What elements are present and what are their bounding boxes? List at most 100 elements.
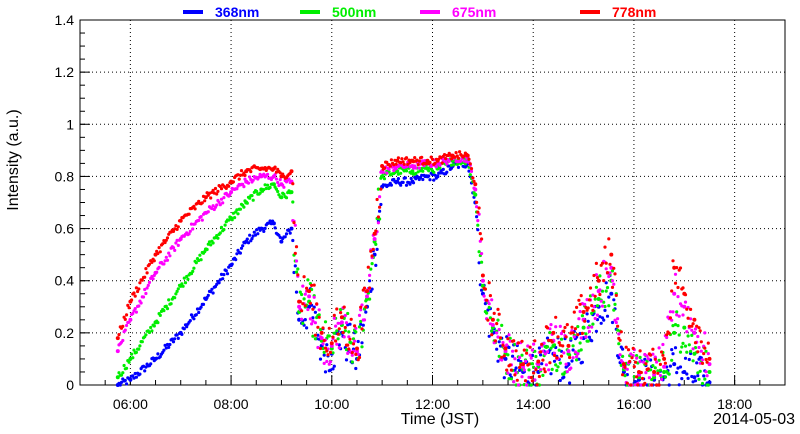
x-tick-label: 12:00: [415, 396, 450, 412]
data-point: [682, 304, 687, 309]
y-axis-label: Intensity (a.u.): [5, 109, 22, 210]
data-point: [365, 294, 369, 299]
y-tick-label: 1.4: [55, 12, 75, 28]
data-point: [672, 265, 677, 270]
y-tick-label: 0.6: [55, 221, 75, 237]
data-point: [480, 273, 485, 278]
legend-label: 778nm: [612, 4, 656, 20]
data-point: [581, 325, 586, 330]
legend-label: 675nm: [452, 4, 496, 20]
data-point: [672, 330, 677, 335]
data-point: [521, 362, 526, 367]
data-point: [490, 323, 495, 327]
data-point: [503, 356, 508, 361]
data-point: [662, 364, 667, 369]
data-point: [682, 370, 687, 374]
legend-item: 500nm: [300, 4, 376, 20]
legend-item: 778nm: [580, 4, 656, 20]
data-point: [307, 289, 312, 294]
date-label: 2014-05-03: [713, 411, 795, 428]
data-point: [128, 317, 133, 322]
legend-item: 675nm: [420, 4, 496, 20]
data-point: [473, 182, 478, 187]
data-point: [339, 320, 344, 325]
y-tick-label: 0.4: [55, 273, 75, 289]
data-point: [465, 153, 470, 158]
data-series: [115, 150, 712, 387]
data-point: [289, 169, 294, 174]
data-point: [609, 291, 614, 296]
data-point: [365, 289, 369, 294]
y-tick-label: 0.8: [55, 168, 75, 184]
data-point: [480, 278, 485, 283]
data-point: [672, 291, 677, 296]
series-368nm: [115, 160, 712, 387]
data-point: [115, 336, 120, 341]
data-point: [319, 330, 324, 335]
data-point: [707, 362, 712, 367]
y-tick-label: 0.2: [55, 325, 75, 341]
data-point: [178, 218, 183, 223]
data-point: [380, 164, 385, 168]
data-point: [355, 346, 359, 351]
data-point: [566, 349, 571, 354]
data-point: [707, 356, 712, 361]
data-point: [609, 252, 614, 257]
data-point: [707, 370, 712, 374]
data-point: [435, 174, 440, 179]
grid: [80, 20, 785, 385]
data-point: [692, 330, 697, 335]
data-point: [329, 341, 334, 346]
legend-label: 500nm: [332, 4, 376, 20]
x-tick-label: 06:00: [113, 396, 148, 412]
data-point: [203, 195, 208, 200]
y-tick-label: 1.2: [55, 64, 75, 80]
data-point: [490, 317, 495, 322]
data-point: [380, 174, 385, 179]
data-point: [307, 294, 312, 299]
data-point: [289, 226, 294, 231]
data-point: [503, 346, 508, 351]
data-point: [682, 325, 687, 330]
data-point: [279, 239, 284, 244]
data-point: [692, 317, 697, 322]
data-point: [662, 370, 667, 374]
data-point: [115, 375, 120, 380]
data-point: [289, 190, 294, 195]
data-point: [271, 221, 276, 226]
data-point: [662, 356, 667, 361]
axis-ticks: [79, 19, 786, 386]
data-point: [339, 315, 344, 320]
y-tick-label: 1: [66, 116, 74, 132]
data-point: [473, 187, 478, 192]
legend: 368nm 500nm 675nm 778nm: [183, 4, 656, 20]
data-point: [581, 310, 586, 314]
data-point: [297, 304, 302, 309]
data-point: [566, 362, 571, 367]
x-tick-label: 08:00: [214, 396, 249, 412]
data-point: [307, 304, 312, 309]
data-point: [536, 359, 541, 364]
x-tick-label: 14:00: [516, 396, 551, 412]
y-tick-labels: 0 0.2 0.4 0.6 0.8 1 1.2 1.4: [55, 12, 75, 393]
x-axis-label: Time (JST): [401, 411, 480, 428]
data-point: [229, 190, 234, 195]
data-point: [279, 195, 284, 200]
data-point: [271, 182, 276, 187]
data-point: [410, 169, 415, 174]
data-point: [707, 380, 712, 385]
legend-item: 368nm: [183, 4, 259, 20]
plot-area: [79, 19, 786, 386]
data-point: [551, 330, 556, 335]
series-778nm: [115, 150, 712, 387]
data-point: [473, 192, 478, 197]
y-tick-label: 0: [66, 377, 74, 393]
x-tick-label: 10:00: [314, 396, 349, 412]
data-point: [596, 278, 601, 283]
legend-label: 368nm: [215, 4, 259, 20]
x-tick-labels: 06:00 08:00 10:00 12:00 14:00 16:00 18:00: [113, 396, 753, 412]
data-point: [425, 158, 430, 163]
data-point: [652, 370, 657, 374]
data-point: [128, 377, 133, 382]
x-tick-label: 18:00: [717, 396, 752, 412]
